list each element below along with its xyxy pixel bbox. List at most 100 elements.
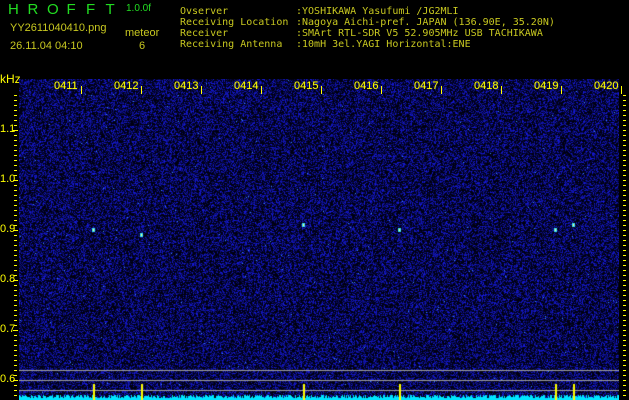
y-tick-minor <box>14 275 17 276</box>
y-tick-minor <box>14 340 17 341</box>
y-tick-right <box>623 100 626 101</box>
y-tick-minor <box>14 110 17 111</box>
y-tick-minor <box>14 355 17 356</box>
y-tick-right <box>623 360 626 361</box>
x-tick-label: 0419 <box>534 80 559 92</box>
y-tick-major <box>13 330 18 331</box>
y-tick-right <box>623 215 626 216</box>
x-tick-label: 0417 <box>414 80 439 92</box>
y-tick-minor <box>14 145 17 146</box>
y-tick-right <box>623 115 626 116</box>
y-tick-right <box>623 275 626 276</box>
datetime: 26.11.04 04:10 <box>10 40 83 52</box>
y-tick-right <box>623 110 626 111</box>
y-tick-minor <box>14 250 17 251</box>
y-tick-minor <box>14 270 17 271</box>
y-tick-minor <box>14 375 17 376</box>
y-tick-right <box>623 300 626 301</box>
y-tick-minor <box>14 140 17 141</box>
y-tick-minor <box>14 255 17 256</box>
y-tick-minor <box>14 135 17 136</box>
y-tick-minor <box>14 185 17 186</box>
x-tick-label: 0416 <box>354 80 379 92</box>
y-tick-right <box>623 290 626 291</box>
x-tick <box>381 86 382 94</box>
y-tick-right <box>623 150 626 151</box>
x-tick <box>501 86 502 94</box>
x-tick <box>201 86 202 94</box>
x-tick <box>141 86 142 94</box>
info-location: Receiving Location:Nagoya Aichi-pref. JA… <box>180 17 555 28</box>
y-tick-minor <box>14 395 17 396</box>
y-tick-right <box>623 305 626 306</box>
y-tick-major <box>13 180 18 181</box>
y-tick-right <box>623 160 626 161</box>
y-tick-minor <box>14 95 17 96</box>
version: 1.0.0f <box>126 3 152 14</box>
y-tick-right <box>623 240 626 241</box>
x-tick-label: 0411 <box>54 80 78 92</box>
y-tick-minor <box>14 175 17 176</box>
y-axis-unit: kHz <box>0 72 21 86</box>
y-tick-minor <box>14 150 17 151</box>
y-tick-label: 1.0 <box>0 173 16 185</box>
y-tick-right <box>623 95 626 96</box>
y-tick-minor <box>14 335 17 336</box>
y-tick-right <box>623 355 626 356</box>
y-tick-minor <box>14 220 17 221</box>
meteor-count: 6 <box>139 40 146 52</box>
x-tick <box>81 86 82 94</box>
y-tick-right <box>623 125 626 126</box>
y-tick-right <box>623 310 626 311</box>
y-tick-minor <box>14 315 17 316</box>
y-tick-minor <box>14 320 17 321</box>
y-tick-minor <box>14 155 17 156</box>
y-tick-right <box>623 235 626 236</box>
y-tick-minor <box>14 190 17 191</box>
y-tick-minor <box>14 285 17 286</box>
x-tick-label: 0413 <box>174 80 199 92</box>
y-tick-minor <box>14 365 17 366</box>
y-tick-label: 0.7 <box>0 323 16 335</box>
y-tick-right <box>623 380 626 381</box>
y-tick-right <box>623 330 626 331</box>
y-tick-label: 1.1 <box>0 123 16 135</box>
y-tick-minor <box>14 240 17 241</box>
y-tick-right <box>623 335 626 336</box>
y-tick-minor <box>14 210 17 211</box>
y-tick-right <box>623 260 626 261</box>
y-tick-major <box>13 230 18 231</box>
y-tick-right <box>623 170 626 171</box>
x-tick-label: 0418 <box>474 80 499 92</box>
y-tick-minor <box>14 125 17 126</box>
meteor-label: meteor <box>125 27 160 39</box>
y-tick-right <box>623 220 626 221</box>
y-tick-major <box>13 280 18 281</box>
y-tick-right <box>623 325 626 326</box>
y-tick-right <box>623 190 626 191</box>
y-tick-right <box>623 285 626 286</box>
y-tick-minor <box>14 215 17 216</box>
y-tick-minor <box>14 310 17 311</box>
y-tick-right <box>623 320 626 321</box>
y-tick-right <box>623 365 626 366</box>
y-tick-minor <box>14 350 17 351</box>
y-tick-right <box>623 165 626 166</box>
y-tick-right <box>623 200 626 201</box>
x-tick-label: 0420 <box>594 80 619 92</box>
y-tick-minor <box>14 300 17 301</box>
y-tick-label: 0.8 <box>0 273 16 285</box>
y-tick-right <box>623 280 626 281</box>
y-tick-minor <box>14 160 17 161</box>
y-tick-right <box>623 385 626 386</box>
y-tick-minor <box>14 170 17 171</box>
info-receiver: Receiver:SMArt RTL-SDR V5 52.905MHz USB … <box>180 28 543 39</box>
y-tick-minor <box>14 360 17 361</box>
y-tick-right <box>623 340 626 341</box>
y-tick-minor <box>14 295 17 296</box>
y-tick-right <box>623 135 626 136</box>
y-tick-right <box>623 395 626 396</box>
y-tick-minor <box>14 290 17 291</box>
spectrogram <box>19 79 619 400</box>
